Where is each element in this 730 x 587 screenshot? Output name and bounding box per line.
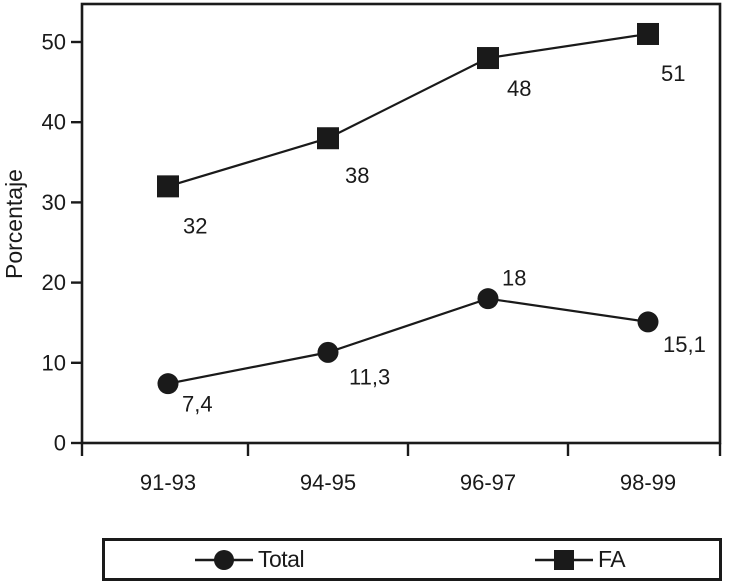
series-line-total [167, 297, 649, 385]
y-axis-tick-label: 10 [42, 350, 66, 375]
data-point-label-fa: 48 [507, 76, 531, 101]
line-chart-plot: 0 10 20 30 40 50 91-93 94-95 96-97 98-99 Porcentaj… [1, 2, 722, 495]
data-point-square-fa [157, 175, 179, 198]
y-axis-tick-label: 50 [42, 30, 66, 55]
data-point-square-fa [477, 47, 499, 70]
legend-entry-total: Total [195, 541, 305, 578]
x-axis-category-label: 96-97 [460, 470, 516, 495]
data-point-label-fa: 38 [345, 163, 369, 188]
data-point-circle-total [637, 311, 659, 333]
data-point-label-total: 7,4 [182, 392, 213, 417]
legend-label-total: Total [258, 546, 305, 572]
x-axis-category-label: 91-93 [140, 470, 196, 495]
y-axis-tick-label: 30 [42, 190, 66, 215]
data-point-label-total: 18 [502, 266, 526, 291]
data-point-label-total: 15,1 [663, 332, 706, 357]
legend-entry-fa: FA [535, 541, 626, 578]
data-point-circle-total [317, 341, 339, 363]
data-point-square-fa [317, 127, 339, 150]
data-point-square-fa [637, 22, 659, 45]
y-axis-title: Porcentaje [1, 169, 27, 279]
y-axis-tick-label: 0 [54, 431, 66, 456]
plot-frame [80, 2, 722, 445]
y-axis-tick-label: 20 [42, 270, 66, 295]
data-point-circle-total [157, 373, 179, 395]
series-line-fa [167, 32, 649, 188]
data-point-circle-total [477, 288, 499, 310]
circle-marker-icon [195, 549, 253, 570]
y-axis-tick-label: 40 [42, 110, 66, 135]
square-marker-icon [535, 549, 593, 570]
data-point-label-fa: 32 [183, 213, 207, 238]
data-point-label-fa: 51 [661, 61, 685, 86]
chart-legend: Total FA [102, 538, 722, 581]
x-axis-category-label: 98-99 [620, 470, 676, 495]
data-point-label-total: 11,3 [349, 364, 390, 389]
legend-label-fa: FA [598, 546, 626, 572]
x-axis-category-label: 94-95 [300, 470, 356, 495]
